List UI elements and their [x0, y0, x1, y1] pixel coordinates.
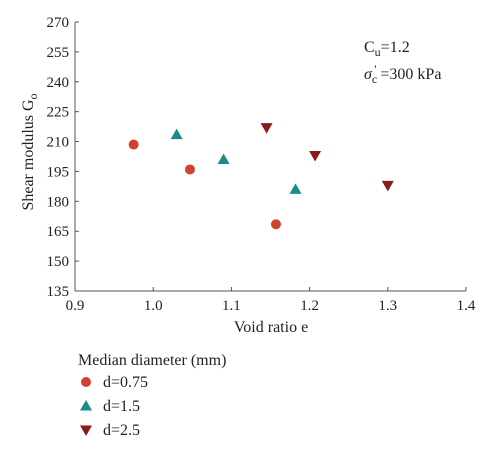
data-point — [289, 183, 302, 194]
y-tick-label: 225 — [47, 105, 70, 121]
y-tick-label: 270 — [47, 15, 70, 31]
y-axis: 135 150 165 180 195 210 225 240 255 270 — [47, 15, 79, 300]
x-axis: 0.9 1.0 1.1 1.2 1.3 1.4 — [66, 287, 476, 314]
data-points — [128, 123, 394, 230]
y-tick-label: 135 — [47, 284, 70, 300]
y-tick-label: 150 — [47, 254, 70, 270]
data-point — [217, 153, 230, 164]
legend-entry-label: d=2.5 — [103, 422, 140, 439]
legend-title: Median diameter (mm) — [78, 352, 226, 369]
x-tick-label: 1.2 — [300, 298, 319, 314]
data-point — [309, 151, 322, 162]
data-point — [260, 123, 273, 134]
x-tick-label: 1.4 — [457, 298, 476, 314]
annotation-cu: Cu=1.2 — [364, 39, 410, 59]
x-tick-label: 1.0 — [144, 298, 163, 314]
x-tick-label: 1.3 — [378, 298, 397, 314]
y-axis-label: Shear modulus Go — [20, 93, 40, 210]
y-tick-label: 210 — [47, 135, 70, 151]
data-point — [184, 164, 195, 175]
x-tick-label: 1.1 — [222, 298, 241, 314]
data-point — [381, 180, 394, 192]
data-point — [270, 219, 281, 230]
legend: d=0.75 d=1.5 d=2.5 — [80, 374, 148, 439]
legend-marker — [80, 425, 92, 436]
y-tick-label: 180 — [47, 194, 70, 210]
legend-marker — [80, 400, 92, 411]
legend-marker — [81, 377, 91, 387]
legend-entry-label: d=0.75 — [103, 374, 148, 391]
y-tick-label: 240 — [47, 75, 70, 91]
x-tick-label: 0.9 — [66, 298, 85, 314]
y-tick-label: 165 — [47, 224, 70, 240]
x-axis-label: Void ratio e — [234, 319, 308, 336]
y-tick-label: 195 — [47, 164, 70, 180]
y-tick-label: 255 — [47, 45, 70, 61]
data-point — [128, 139, 139, 150]
legend-entry-label: d=1.5 — [103, 398, 140, 415]
annotation-sigma: σc' =300 kPa — [364, 62, 441, 86]
plot-frame — [74, 22, 466, 292]
data-point — [170, 128, 183, 140]
